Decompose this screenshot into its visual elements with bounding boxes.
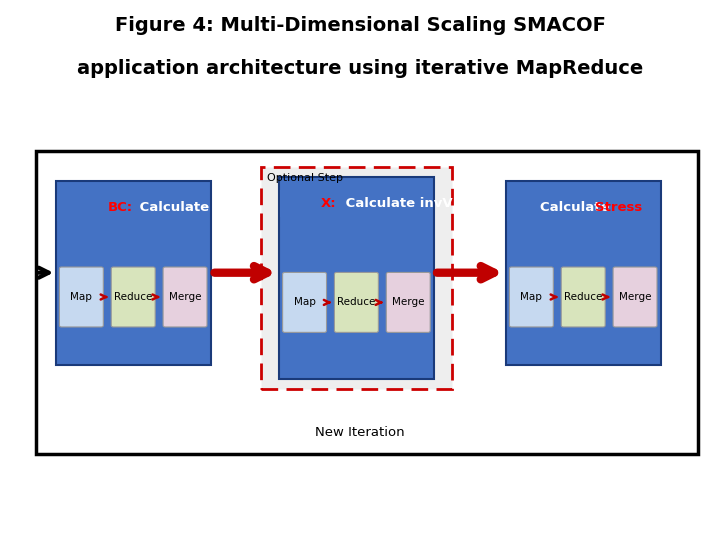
FancyBboxPatch shape: [281, 191, 432, 217]
FancyBboxPatch shape: [386, 272, 430, 332]
Text: X:: X:: [346, 197, 366, 211]
Text: X:: X:: [320, 197, 336, 211]
FancyBboxPatch shape: [111, 267, 156, 327]
Text: Reduce: Reduce: [337, 298, 376, 307]
FancyBboxPatch shape: [507, 194, 660, 221]
Text: Figure 4: Multi-Dimensional Scaling SMACOF: Figure 4: Multi-Dimensional Scaling SMAC…: [114, 16, 606, 35]
Text: Reduce: Reduce: [564, 292, 603, 302]
FancyBboxPatch shape: [261, 167, 452, 389]
Text: Calculate invV: Calculate invV: [341, 197, 452, 211]
Text: application architecture using iterative MapReduce: application architecture using iterative…: [77, 59, 643, 78]
Text: Calculate 
Stress: Calculate Stress: [546, 194, 620, 222]
Text: New Iteration: New Iteration: [315, 426, 405, 438]
FancyBboxPatch shape: [510, 267, 554, 327]
Text: Calculate: Calculate: [540, 201, 614, 214]
FancyBboxPatch shape: [279, 177, 433, 379]
Text: Map: Map: [71, 292, 92, 302]
Text: Calculate BX: Calculate BX: [135, 201, 235, 214]
FancyBboxPatch shape: [56, 181, 210, 364]
FancyBboxPatch shape: [334, 272, 379, 332]
Text: Stress: Stress: [595, 201, 642, 214]
FancyBboxPatch shape: [60, 267, 104, 327]
Text: Optional Step: Optional Step: [266, 173, 343, 183]
Text: BC:: BC:: [118, 201, 148, 214]
Text: Merge: Merge: [618, 292, 652, 302]
FancyBboxPatch shape: [613, 267, 657, 327]
Text: Merge: Merge: [392, 298, 425, 307]
Text: Reduce: Reduce: [114, 292, 153, 302]
FancyBboxPatch shape: [562, 267, 605, 327]
FancyBboxPatch shape: [58, 194, 209, 221]
Text: Map: Map: [521, 292, 542, 302]
FancyBboxPatch shape: [505, 181, 661, 364]
Text: Merge: Merge: [168, 292, 202, 302]
Text: X: Calculate invV: X: Calculate invV: [293, 197, 420, 211]
Text: BC:: BC:: [108, 201, 133, 214]
Text: Map: Map: [294, 298, 315, 307]
Text: BC: Calculate BX: BC: Calculate BX: [71, 201, 195, 214]
FancyBboxPatch shape: [282, 272, 327, 332]
FancyBboxPatch shape: [163, 267, 207, 327]
